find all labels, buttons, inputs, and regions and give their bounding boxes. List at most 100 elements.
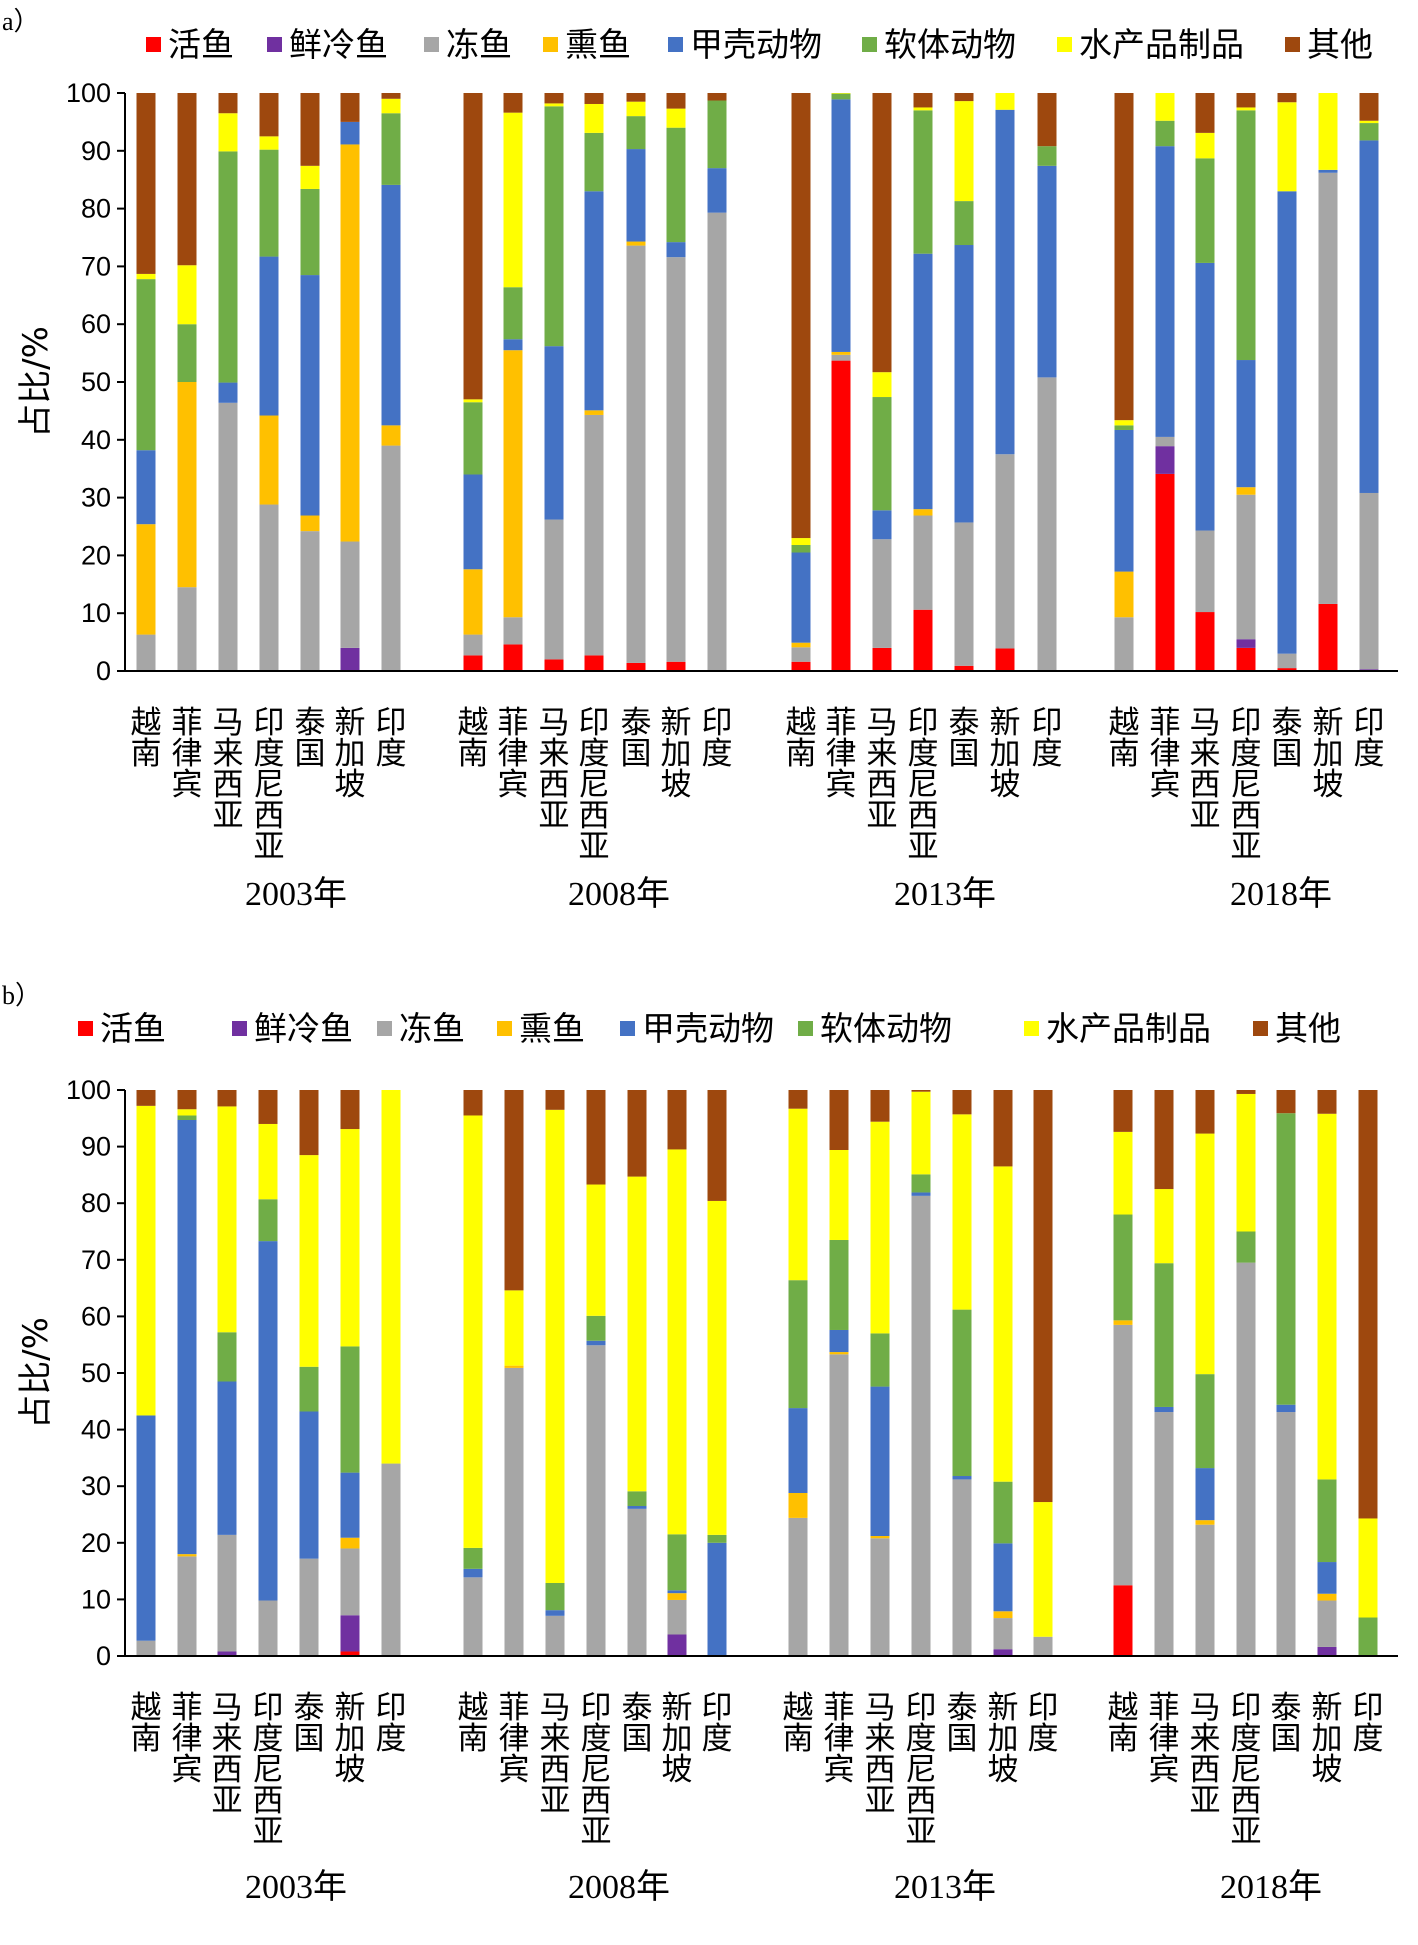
bar-segment xyxy=(218,93,238,114)
category-label: 来 xyxy=(212,1721,243,1757)
category-label: 泰 xyxy=(1271,1690,1302,1726)
bar-segment xyxy=(627,1491,647,1507)
bar-segment xyxy=(952,1309,972,1477)
bar-segment xyxy=(1359,123,1379,141)
bar-segment xyxy=(381,98,401,114)
category-label: 度 xyxy=(376,736,407,772)
bar-segment xyxy=(707,93,727,101)
bar-segment xyxy=(911,1090,931,1092)
bar-segment xyxy=(1359,140,1379,493)
bar-segment xyxy=(788,1517,808,1656)
category-label: 印 xyxy=(253,1690,284,1726)
bar-segment xyxy=(1113,1324,1133,1586)
bar-segment xyxy=(993,1090,1013,1167)
bar-segment xyxy=(1358,1090,1378,1519)
category-label: 宾 xyxy=(498,767,529,803)
bar-segment xyxy=(872,510,892,540)
legend-label: 熏鱼 xyxy=(565,25,631,64)
bar-segment xyxy=(1236,1262,1256,1656)
category-label: 新 xyxy=(988,1690,1019,1726)
bar-segment xyxy=(1195,93,1215,133)
category-label: 泰 xyxy=(949,705,980,741)
bar-segment xyxy=(952,1476,972,1480)
bar-segment xyxy=(299,1155,319,1367)
bar-segment xyxy=(1359,492,1379,670)
bar-segment xyxy=(381,1090,401,1464)
legend-swatch xyxy=(78,1021,93,1036)
bar-segment xyxy=(381,445,401,671)
category-label: 西 xyxy=(581,1783,612,1819)
category-label: 菲 xyxy=(826,705,857,741)
bar-segment xyxy=(666,108,686,128)
bar-segment xyxy=(911,1174,931,1193)
chart-panel-a: a） 活鱼 鲜冷鱼 冻鱼 熏鱼 甲壳动物 软体动物 水产品制品 其他 0 10 20 30 40 50 60 7… xyxy=(2,7,1398,913)
bar-segment xyxy=(1236,93,1256,108)
bar-segment xyxy=(504,1367,524,1656)
category-label: 菲 xyxy=(824,1690,855,1726)
category-label: 南 xyxy=(131,736,162,772)
legend-label: 软体动物 xyxy=(820,1009,952,1048)
bar-segment xyxy=(788,1090,808,1109)
category-label: 度 xyxy=(908,736,939,772)
legend-swatch xyxy=(620,1021,635,1036)
category-label: 律 xyxy=(172,736,203,772)
category-label: 印 xyxy=(1354,705,1385,741)
legend-swatch xyxy=(232,1021,247,1036)
category-label: 尼 xyxy=(906,1752,937,1788)
bar-segment xyxy=(1277,653,1297,669)
category-label: 加 xyxy=(990,736,1021,772)
bar-segment xyxy=(626,149,646,242)
panel-label: b） xyxy=(2,981,41,1010)
y-tick-label: 20 xyxy=(81,1528,111,1558)
bar-segment xyxy=(584,93,604,104)
category-label: 律 xyxy=(499,1721,530,1757)
bar-segment xyxy=(1154,1412,1174,1656)
legend-label: 其他 xyxy=(1307,25,1373,64)
year-label: 2018年 xyxy=(1220,1868,1322,1906)
bar-segment xyxy=(667,1590,687,1594)
bar-segment xyxy=(707,168,727,213)
bar-segment xyxy=(870,1538,890,1656)
bar-segment xyxy=(340,1548,360,1616)
category-label: 南 xyxy=(131,1721,162,1757)
bar-segment xyxy=(136,1090,156,1106)
legend-swatch xyxy=(1253,1021,1268,1036)
category-label: 西 xyxy=(254,798,285,834)
bar-segment xyxy=(463,399,483,403)
bar-segment xyxy=(584,655,604,671)
category-label: 宾 xyxy=(826,767,857,803)
bar-segment xyxy=(177,93,197,266)
category-label: 度 xyxy=(1032,736,1063,772)
category-label: 宾 xyxy=(824,1752,855,1788)
bar-segment xyxy=(218,382,238,403)
bar-segment xyxy=(831,351,851,355)
bar-segment xyxy=(829,1329,849,1353)
category-label: 印 xyxy=(579,705,610,741)
category-label: 西 xyxy=(540,1752,571,1788)
category-label: 度 xyxy=(1028,1721,1059,1757)
bar-segment xyxy=(259,149,279,257)
bar-segment xyxy=(1114,93,1134,421)
bar-segment xyxy=(584,103,604,133)
bar-segment xyxy=(1318,93,1338,170)
category-label: 国 xyxy=(949,736,980,772)
category-label: 亚 xyxy=(253,1814,284,1850)
category-label: 越 xyxy=(458,1690,489,1726)
bar-segment xyxy=(666,127,686,243)
bar-segment xyxy=(913,110,933,254)
bar-segment xyxy=(218,151,238,383)
category-label: 西 xyxy=(906,1783,937,1819)
bar-segment xyxy=(913,609,933,671)
bar-segment xyxy=(666,93,686,109)
category-label: 新 xyxy=(990,705,1021,741)
bar-segment xyxy=(544,103,564,107)
category-label: 律 xyxy=(826,736,857,772)
category-label: 亚 xyxy=(1190,1783,1221,1819)
bar-segment xyxy=(993,1481,1013,1544)
bar-segment xyxy=(1236,360,1256,488)
bar-segment xyxy=(666,257,686,662)
bar-segment xyxy=(177,1119,197,1555)
bar-segment xyxy=(1154,1406,1174,1413)
category-label: 南 xyxy=(1109,736,1140,772)
bar-segment xyxy=(177,1554,197,1557)
